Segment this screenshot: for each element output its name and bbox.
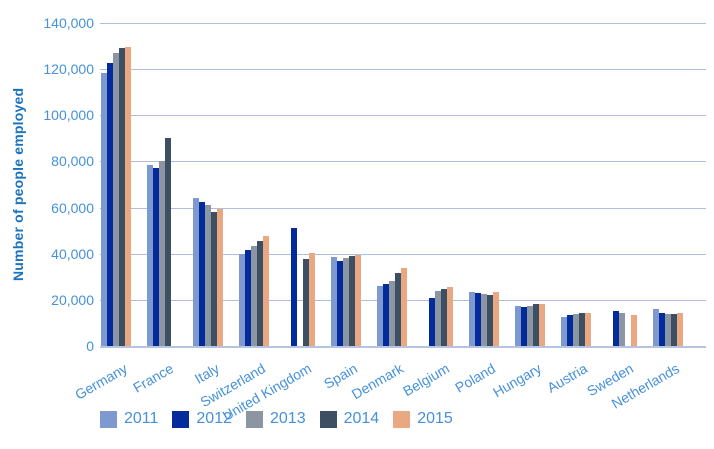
bar-2011-switzerland: [239, 254, 245, 346]
bar-2012-france: [153, 168, 159, 346]
bar-2014-poland: [487, 295, 493, 346]
bar-2015-united-kingdom: [309, 253, 315, 346]
bar-2015-switzerland: [263, 236, 269, 346]
y-axis-tick-label: 0: [86, 338, 94, 354]
bar-2011-denmark: [377, 286, 383, 346]
y-axis-tick-label: 120,000: [43, 61, 94, 78]
gridline: [100, 207, 706, 209]
gridline: [100, 69, 706, 71]
bar-2015-sweden: [631, 315, 637, 346]
bar-2015-germany: [125, 47, 131, 346]
legend-swatch-2013: [246, 410, 263, 428]
legend: 2011 2012 2013 2014 2015: [100, 406, 453, 432]
legend-label-2011: 2011: [124, 410, 159, 427]
bar-2015-spain: [355, 255, 361, 346]
bar-2014-denmark: [395, 273, 401, 346]
x-axis: Germany France Italy Switzerland United King…: [72, 349, 706, 424]
bar-2013-hungary: [527, 306, 533, 346]
gridline: [100, 23, 706, 24]
bar-2012-germany: [107, 63, 113, 346]
bar-2012-italy: [199, 202, 205, 346]
bar-2014-spain: [349, 256, 355, 346]
bar-2015-belgium: [447, 287, 453, 346]
plot-area: [100, 23, 706, 348]
bar-2014-france: [165, 138, 171, 346]
bar-2013-france: [159, 161, 165, 346]
legend-swatch-2012: [172, 410, 190, 428]
y-axis-tick-label: 80,000: [51, 153, 94, 170]
bar-2014-hungary: [533, 304, 539, 346]
legend-item-2013: 2013: [246, 410, 306, 428]
bar-2012-poland: [475, 293, 481, 346]
bar-2013-sweden: [619, 313, 625, 346]
bar-2014-italy: [211, 212, 217, 346]
bar-2013-netherlands: [665, 314, 671, 346]
legend-item-2012: 2012: [172, 410, 232, 428]
bar-2012-united-kingdom: [291, 228, 297, 346]
bar-2013-spain: [343, 258, 349, 346]
bar-2013-germany: [113, 53, 119, 346]
bar-2015-hungary: [539, 304, 545, 346]
legend-swatch-2014: [319, 410, 337, 428]
bar-2015-poland: [493, 292, 499, 346]
y-axis-tick-label: 100,000: [43, 107, 94, 124]
y-axis-tick-label: 40,000: [51, 245, 94, 262]
bar-2013-poland: [481, 294, 487, 346]
legend-label-2013: 2013: [270, 410, 306, 427]
bar-2011-poland: [469, 292, 475, 346]
bar-2011-italy: [193, 198, 199, 346]
bar-2013-denmark: [389, 281, 395, 346]
bar-2012-austria: [567, 315, 573, 346]
legend-label-2012: 2012: [196, 410, 232, 427]
bar-2012-denmark: [383, 284, 389, 346]
bar-2014-germany: [119, 48, 125, 346]
bar-2013-austria: [573, 314, 579, 346]
y-axis-tick-label: 60,000: [51, 199, 94, 216]
y-axis-tick-label: 20,000: [51, 291, 94, 308]
bar-2013-belgium: [435, 291, 441, 346]
bar-2012-switzerland: [245, 250, 251, 346]
bar-2013-switzerland: [251, 246, 257, 346]
bar-2011-germany: [101, 73, 107, 346]
y-axis: 0 20,000 40,000 60,000 80,000 100,000 120,000 1…: [0, 15, 94, 354]
bar-2014-belgium: [441, 289, 447, 346]
bar-2015-italy: [217, 209, 223, 346]
bar-2012-sweden: [613, 311, 619, 346]
bar-2011-france: [147, 165, 153, 346]
bar-2012-belgium: [429, 298, 435, 346]
bar-2011-netherlands: [653, 309, 659, 346]
legend-swatch-2011: [100, 410, 117, 428]
legend-item-2014: 2014: [319, 410, 380, 428]
y-axis-tick-label: 140,000: [43, 15, 94, 31]
bar-2011-hungary: [515, 306, 521, 346]
bar-2015-netherlands: [677, 313, 683, 346]
bar-2015-denmark: [401, 268, 407, 346]
bar-2012-netherlands: [659, 313, 665, 346]
bar-2013-italy: [205, 205, 211, 346]
bar-2011-spain: [331, 257, 337, 346]
bar-2014-switzerland: [257, 241, 263, 346]
bar-2015-austria: [585, 313, 591, 346]
bar-2014-austria: [579, 313, 585, 346]
legend-label-2014: 2014: [343, 410, 380, 427]
bar-2014-netherlands: [671, 314, 677, 346]
legend-item-2011: 2011: [100, 410, 158, 428]
gridline: [100, 115, 706, 117]
legend-item-2015: 2015: [393, 410, 453, 428]
gridline: [100, 253, 706, 255]
legend-label-2015: 2015: [417, 410, 453, 427]
bar-2011-austria: [561, 317, 567, 346]
bar-2012-spain: [337, 261, 343, 346]
bar-2014-united-kingdom: [303, 259, 309, 346]
gridline: [100, 161, 706, 163]
bar-2012-hungary: [521, 307, 527, 346]
legend-swatch-2015: [393, 410, 411, 428]
